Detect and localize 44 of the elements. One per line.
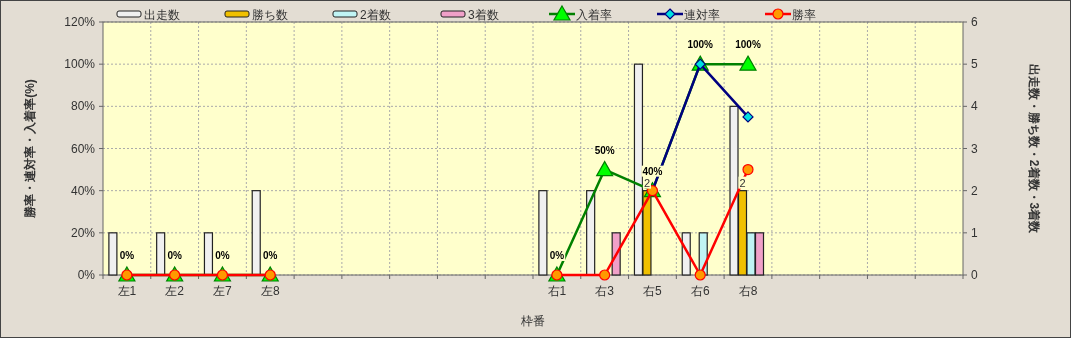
data-label: 2 bbox=[643, 176, 651, 189]
data-label: 0% bbox=[167, 250, 182, 261]
legend-label: 勝ち数 bbox=[252, 8, 288, 22]
data-label: 100% bbox=[735, 39, 761, 51]
x-tick-label: 左7 bbox=[213, 284, 233, 298]
data-label: 2 bbox=[739, 176, 746, 189]
data-label: 0% bbox=[215, 250, 230, 261]
y-axis-title: 勝率・連対率・入着率(%) bbox=[23, 79, 37, 219]
x-tick-label: 右6 bbox=[690, 284, 710, 298]
y-tick-label: 100% bbox=[64, 57, 96, 72]
y2-tick-label: 5 bbox=[971, 57, 978, 72]
y2-tick-label: 6 bbox=[971, 15, 978, 29]
y-tick-label: 80% bbox=[70, 99, 96, 114]
x-axis-title: 枠番 bbox=[520, 314, 545, 328]
x-tick-label: 右8 bbox=[738, 284, 758, 298]
y2-tick-label: 4 bbox=[971, 99, 978, 114]
legend-label: 連対率 bbox=[684, 8, 720, 22]
y2-tick-label: 1 bbox=[971, 225, 978, 240]
x-tick-label: 左2 bbox=[165, 284, 185, 298]
y-tick-label: 120% bbox=[64, 15, 96, 29]
x-tick-label: 左1 bbox=[117, 284, 137, 298]
y2-axis-title: 出走数・勝ち数・2着数・3着数 bbox=[1027, 63, 1041, 235]
legend-label: 2着数 bbox=[360, 8, 391, 22]
y2-tick-label: 2 bbox=[971, 183, 978, 198]
data-label: 40% bbox=[642, 165, 663, 177]
x-tick-label: 右3 bbox=[595, 284, 615, 298]
legend-label: 3着数 bbox=[468, 8, 499, 22]
legend-label: 出走数 bbox=[144, 8, 180, 22]
y2-tick-label: 0 bbox=[971, 268, 978, 282]
y2-tick-label: 3 bbox=[971, 141, 978, 156]
y-tick-label: 40% bbox=[70, 183, 96, 198]
legend-label: 入着率 bbox=[576, 8, 612, 22]
y-tick-label: 0% bbox=[77, 268, 96, 282]
y-tick-label: 60% bbox=[70, 141, 96, 156]
data-label: 0% bbox=[549, 250, 565, 261]
legend-label: 勝率 bbox=[792, 8, 816, 22]
data-label: 100% bbox=[687, 39, 714, 51]
y-tick-label: 20% bbox=[70, 225, 96, 240]
data-label: 0% bbox=[263, 250, 278, 261]
data-label: 50% bbox=[594, 144, 615, 156]
x-tick-label: 左8 bbox=[260, 284, 280, 298]
x-tick-label: 右1 bbox=[547, 284, 567, 298]
x-tick-label: 右5 bbox=[643, 284, 663, 298]
data-label: 0% bbox=[119, 250, 135, 261]
